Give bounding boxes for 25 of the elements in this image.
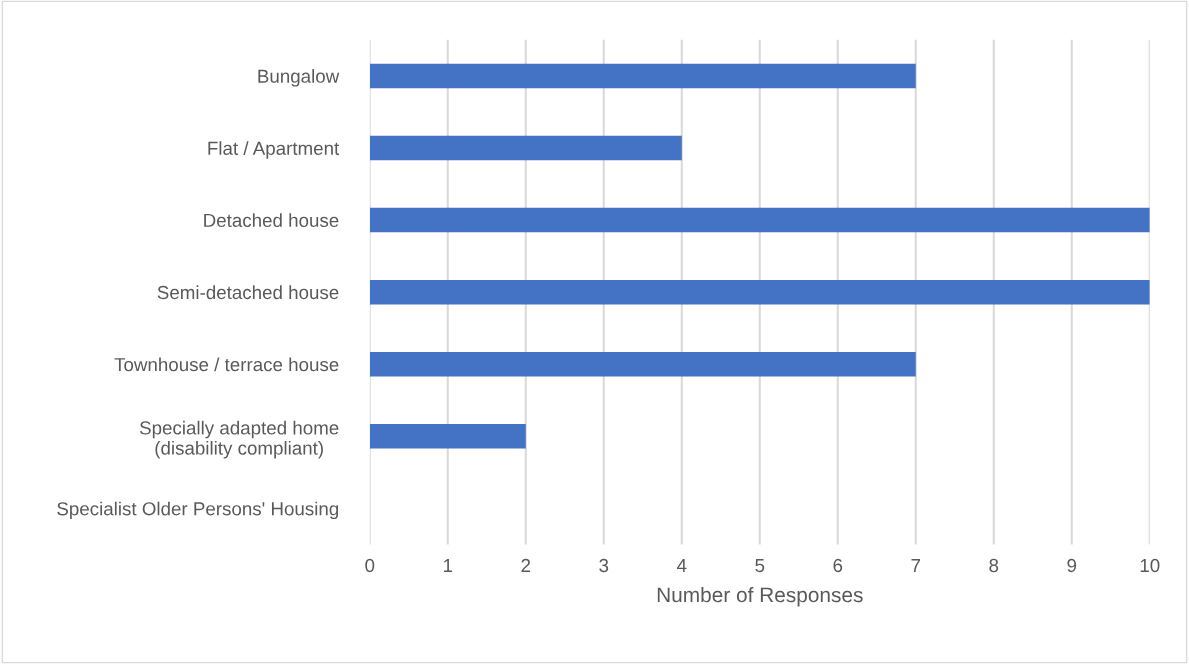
y-tick-label: Specially adapted home (disability compliant) [139,420,339,459]
y-tick-label: Semi-detached house [157,285,339,300]
x-axis-title: Number of Responses [657,586,863,607]
x-tick-label: 10 [1140,558,1160,573]
x-tick-label: 2 [521,558,531,572]
y-tick-label: Specialist Older Persons' Housing [57,501,339,520]
y-tick-label: Flat / Apartment [208,141,340,159]
x-tick-label: 9 [1067,558,1077,573]
bar [369,279,1150,305]
x-tick-label: 8 [989,558,999,573]
x-tick-label: 6 [833,558,843,573]
x-tick-label: 1 [443,559,453,572]
x-tick-label: 4 [676,559,687,572]
x-tick-label: 0 [365,558,375,573]
x-tick-label: 7 [911,559,921,572]
x-tick-label: 5 [755,559,765,573]
bar [369,135,682,161]
y-tick-label: Detached house [204,213,339,228]
bar [369,63,916,89]
x-tick-label: 3 [599,558,609,573]
bar [369,352,916,377]
y-tick-label: Bungalow [258,69,340,87]
bar [369,424,526,449]
bar [369,207,1150,233]
y-tick-label: Townhouse / terrace house [114,357,339,372]
